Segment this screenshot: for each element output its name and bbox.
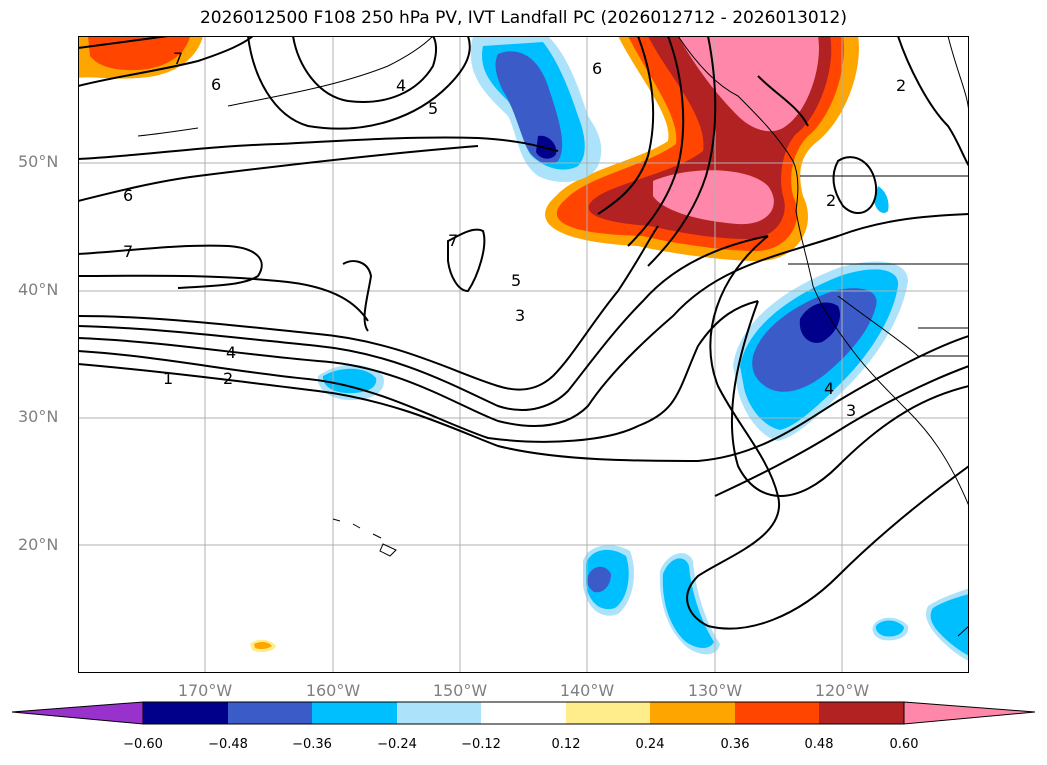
contour-label-3: 3 (515, 306, 525, 325)
colorbar-bin-5 (481, 702, 566, 724)
contour-label-4c: 4 (824, 379, 834, 398)
map-border (78, 36, 969, 673)
colorbar-bin-8 (735, 702, 819, 724)
colorbar-bin-3 (312, 702, 397, 724)
pv-contour-2 (78, 300, 759, 443)
shaded-anomalies (78, 36, 969, 661)
pv-contour-3 (78, 213, 969, 427)
colorbar-tick: 0.60 (889, 737, 919, 752)
pv-contour-6 (78, 136, 559, 160)
colorbar-bin-9 (819, 702, 904, 724)
lon-label-120w: 120°W (814, 681, 870, 700)
contour-label-6: 6 (123, 186, 133, 205)
colorbar-bin-7 (650, 702, 735, 724)
colorbar-tick: −0.60 (123, 737, 163, 752)
pv-contours (78, 36, 969, 630)
contour-label-6c: 6 (592, 59, 602, 78)
colorbar-max-extension (903, 701, 1036, 725)
lon-label-170w: 170°W (177, 681, 233, 700)
colorbar-tick: −0.24 (377, 737, 417, 752)
colorbar-tick: −0.48 (208, 737, 248, 752)
contour-label-6b: 6 (211, 75, 221, 94)
lat-label-20n: 20°N (18, 535, 59, 554)
colorbar-tick: −0.12 (461, 737, 501, 752)
contour-label-5: 5 (511, 271, 521, 290)
colorbar (11, 701, 1036, 725)
colorbar-bin-2 (228, 702, 312, 724)
gridlines (78, 36, 969, 673)
hawaii-islands (332, 518, 397, 557)
contour-label-3b: 3 (846, 401, 856, 420)
map-svg: 1 2 3 4 5 6 7 5 4 6 7 7 6 2 2 3 4 (78, 36, 969, 673)
pv-contour-5 (78, 225, 659, 391)
contour-label-7: 7 (123, 242, 133, 261)
contour-label-2b: 2 (896, 76, 906, 95)
contour-label-4: 4 (226, 343, 236, 362)
lon-label-150w: 150°W (432, 681, 488, 700)
map-panel: 1 2 3 4 5 6 7 5 4 6 7 7 6 2 2 3 4 (78, 36, 969, 677)
contour-label-5b: 5 (428, 99, 438, 118)
contour-labels: 1 2 3 4 5 6 7 5 4 6 7 7 6 2 2 3 4 (123, 49, 906, 420)
colorbar-bin-6 (566, 702, 650, 724)
contour-label-4b: 4 (396, 76, 406, 95)
pv-contour-1 (78, 335, 969, 463)
contour-label-1: 1 (163, 369, 173, 388)
pv-contour-7 (78, 244, 263, 289)
pv-contour-south-loop (686, 235, 969, 630)
colorbar-tick: 0.12 (551, 737, 581, 752)
colorbar-bin-1 (143, 702, 228, 724)
lat-label-40n: 40°N (18, 280, 59, 299)
colorbar-min-extension (11, 701, 144, 725)
alaska-coast (227, 36, 434, 107)
contour-label-2c: 2 (826, 191, 836, 210)
lon-label-160w: 160°W (305, 681, 361, 700)
lat-label-30n: 30°N (18, 407, 59, 426)
lon-label-140w: 140°W (559, 681, 615, 700)
map-title: 2026012500 F108 250 hPa PV, IVT Landfall… (199, 8, 847, 28)
contour-label-7c: 7 (448, 231, 458, 250)
colorbar-tick: 0.48 (804, 737, 834, 752)
contour-label-2: 2 (223, 369, 233, 388)
lon-label-130w: 130°W (687, 681, 743, 700)
contour-label-7b: 7 (173, 49, 183, 68)
colorbar-tick: 0.24 (635, 737, 665, 752)
lat-label-50n: 50°N (18, 152, 59, 171)
pv-contour-4 (78, 235, 769, 411)
colorbar-tick: −0.36 (292, 737, 332, 752)
colorbar-tick: 0.36 (720, 737, 750, 752)
colorbar-bin-4 (397, 702, 481, 724)
